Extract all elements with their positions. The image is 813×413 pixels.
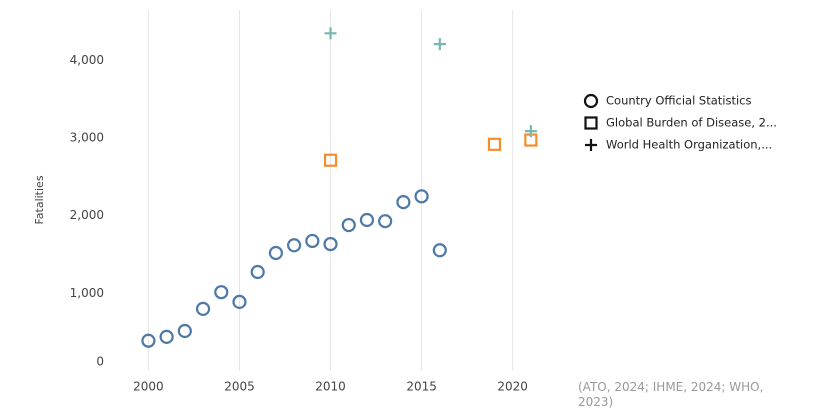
y-tick-label: 3,000 xyxy=(70,131,104,145)
marker-circle xyxy=(323,236,338,252)
y-axis-label: Fatalities xyxy=(33,175,46,224)
x-tick-label: 2020 xyxy=(497,380,528,394)
marker-plus xyxy=(324,27,337,40)
marker-circle xyxy=(414,189,429,204)
marker-circle xyxy=(250,264,265,280)
marker-circle xyxy=(141,333,156,348)
marker-circle xyxy=(177,323,192,339)
marker-circle xyxy=(232,294,247,310)
marker-square xyxy=(323,153,338,167)
x-tick-label: 2000 xyxy=(133,380,164,394)
y-tick-label: 1,000 xyxy=(70,286,104,300)
legend-marker xyxy=(585,139,597,151)
legend-marker xyxy=(583,93,599,109)
x-tick-label: 2005 xyxy=(224,380,255,394)
marker-circle xyxy=(378,214,393,229)
y-tick-label: 0 xyxy=(96,355,104,369)
marker-circle xyxy=(268,245,284,261)
marker-circle xyxy=(287,238,302,253)
marker-circle xyxy=(341,217,356,233)
legend-label: Global Burden of Disease, 2... xyxy=(606,116,777,130)
x-tick-label: 2010 xyxy=(315,380,346,394)
legend-label: World Health Organization,... xyxy=(606,138,772,152)
marker-plus xyxy=(524,125,537,138)
x-tick-label: 2015 xyxy=(406,380,437,394)
marker-circle xyxy=(432,243,447,258)
marker-square xyxy=(487,137,502,151)
marker-circle xyxy=(396,195,411,210)
marker-circle xyxy=(159,329,174,344)
y-tick-label: 2,000 xyxy=(70,208,104,222)
marker-circle xyxy=(305,233,320,249)
legend-label: Country Official Statistics xyxy=(606,94,752,108)
marker-plus xyxy=(433,38,446,51)
marker-circle xyxy=(214,285,229,300)
marker-circle xyxy=(359,212,375,228)
marker-circle xyxy=(195,301,211,316)
source-note: (ATO, 2024; IHME, 2024; WHO, 2023) xyxy=(578,380,764,409)
legend-marker xyxy=(584,116,598,130)
y-tick-label: 4,000 xyxy=(70,53,104,67)
